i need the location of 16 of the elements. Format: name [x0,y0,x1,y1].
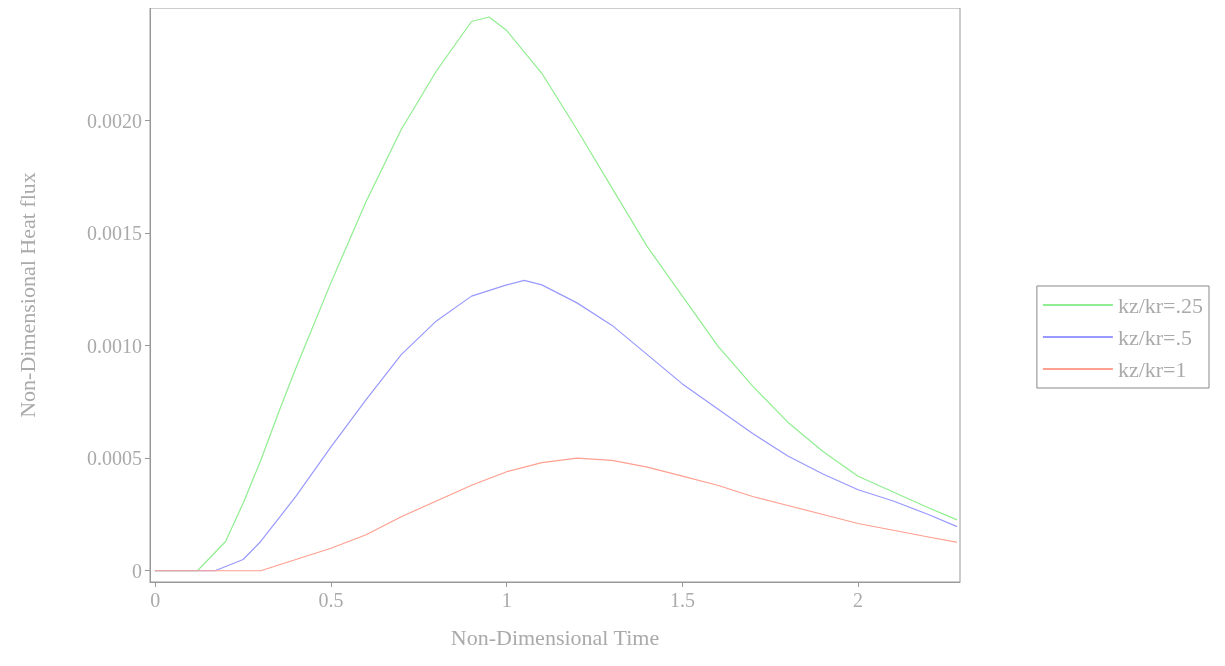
legend-label: kz/kr=1 [1117,356,1187,382]
x-axis-title: Non-Dimensional Time [450,624,660,650]
x-tick-label: 0.5 [318,589,344,611]
y-tick-label: 0.0020 [87,109,142,132]
legend-label: kz/kr=.25 [1117,292,1204,318]
y-tick-label: 0.0015 [87,222,142,245]
y-tick-label: 0.0005 [87,447,142,470]
y-axis-title: Non-Dimensional Heat flux [14,172,40,418]
x-tick-label: 1.5 [669,589,695,611]
legend-label: kz/kr=.5 [1117,324,1193,350]
y-tick-label: 0 [132,559,142,582]
y-tick-label: 0.0010 [87,334,142,357]
x-tick-label: 0 [150,589,161,611]
x-tick-label: 1 [501,589,512,611]
line-series [154,457,958,572]
x-tick-label: 2 [853,589,864,611]
